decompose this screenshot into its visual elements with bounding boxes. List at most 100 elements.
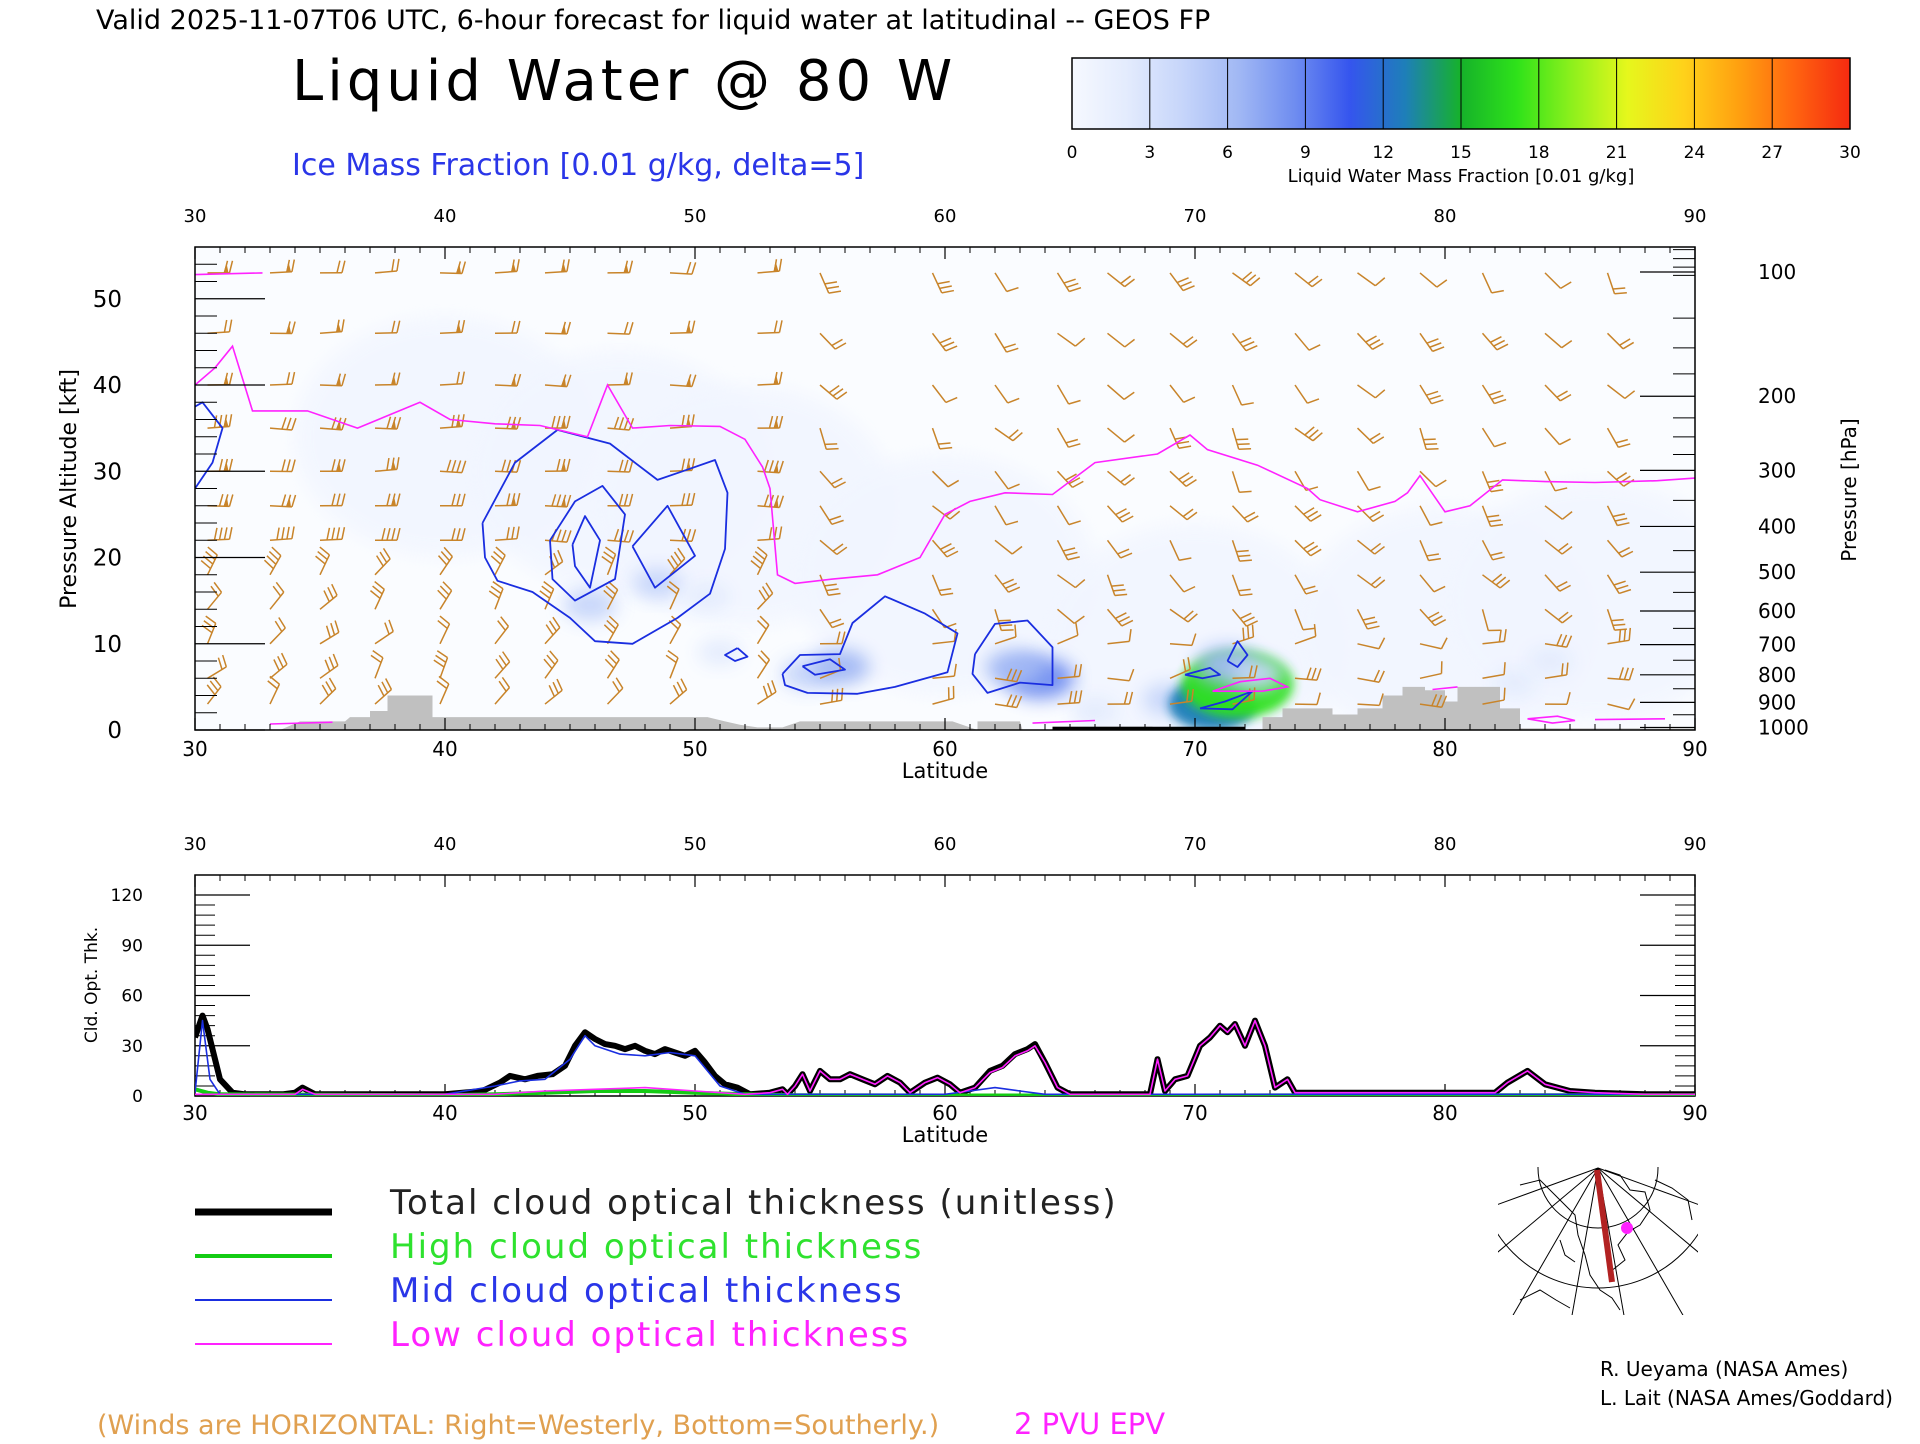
credit-2: L. Lait (NASA Ames/Goddard) — [1600, 1386, 1893, 1410]
liquid-water-blob — [1528, 648, 1572, 675]
bottom-x-tick-label: 70 — [1182, 1101, 1207, 1125]
map-marker — [1621, 1222, 1633, 1234]
legend-label-low: Low cloud optical thickness — [390, 1315, 910, 1355]
epv-label: 2 PVU EPV — [1014, 1407, 1165, 1440]
optical-thickness-panel: 30 30 40 40 50 50 60 60 70 70 80 80 90 90 0 30 60 90 120 L… — [82, 834, 1708, 1147]
legend-label-mid: Mid cloud optical thickness — [390, 1271, 904, 1311]
wind-barb-staff — [375, 333, 397, 334]
bottom-y-tick-label: 30 — [121, 1037, 143, 1057]
bottom-x-tick-label-upper: 60 — [934, 834, 957, 855]
pressure-tick-label: 600 — [1758, 599, 1796, 623]
colorbar-tick-label: 18 — [1528, 143, 1550, 163]
top-y-tick-label: 40 — [93, 373, 122, 399]
top-y-tick-label: 50 — [93, 287, 122, 313]
bottom-x-tick-label-upper: 30 — [184, 834, 207, 855]
colorbar-tick-label: 0 — [1067, 143, 1078, 163]
wind-barb-staff — [670, 505, 692, 506]
liquid-water-blob — [986, 650, 1045, 685]
credit-1: R. Ueyama (NASA Ames) — [1600, 1357, 1848, 1381]
bottom-x-tick-label-upper: 40 — [434, 834, 457, 855]
bottom-y-tick-label: 0 — [132, 1087, 143, 1107]
winds-note: (Winds are HORIZONTAL: Right=Westerly, B… — [97, 1410, 939, 1440]
top-y-tick-label: 30 — [93, 459, 122, 485]
cross-section-panel: 3030404050506060707080809090010203040501… — [57, 206, 1861, 783]
top-x-tick-label: 70 — [1182, 737, 1207, 761]
top-x-tick-label: 80 — [1432, 737, 1457, 761]
colorbar-tick-label: 6 — [1222, 143, 1233, 163]
legend: Total cloud optical thickness (unitless)… — [195, 1183, 1118, 1355]
colorbar-tick-label: 27 — [1761, 143, 1783, 163]
optical-thickness-frame — [195, 875, 1695, 1096]
wind-barb-staff — [495, 505, 517, 506]
bottom-ylabel: Cld. Opt. Thk. — [82, 927, 102, 1043]
colorbar-tick-label: 12 — [1372, 143, 1394, 163]
bottom-x-tick-label-upper: 90 — [1684, 834, 1707, 855]
top-y-tick-label: 10 — [93, 632, 122, 658]
page-title: Liquid Water @ 80 W — [292, 49, 956, 114]
epv-fragment — [1595, 719, 1665, 720]
colorbar: 0 3 6 9 12 15 18 21 24 27 30 Liquid Water Mass Fra… — [1067, 58, 1861, 187]
bottom-y-tick-label: 120 — [111, 886, 143, 906]
pressure-tick-label: 400 — [1758, 514, 1796, 538]
bottom-x-tick-label: 30 — [182, 1101, 207, 1125]
wind-barb-staff — [608, 471, 630, 472]
pressure-tick-label: 200 — [1758, 384, 1796, 408]
colorbar-label: Liquid Water Mass Fraction [0.01 g/kg] — [1288, 166, 1635, 187]
wind-barb-staff — [670, 540, 692, 541]
colorbar-tick-label: 24 — [1684, 143, 1706, 163]
pressure-tick-label: 700 — [1758, 633, 1796, 657]
legend-label-high: High cloud optical thickness — [390, 1227, 923, 1267]
top-x-tick-label-upper: 40 — [434, 206, 457, 227]
bottom-xlabel: Latitude — [902, 1123, 988, 1147]
wind-barb-staff — [270, 384, 292, 385]
valid-line: Valid 2025-11-07T06 UTC, 6-hour forecast… — [96, 5, 1210, 36]
legend-label-total: Total cloud optical thickness (unitless) — [389, 1183, 1118, 1223]
wind-barb-staff — [758, 332, 780, 333]
top-x-tick-label: 40 — [432, 737, 457, 761]
bottom-x-tick-label: 80 — [1432, 1101, 1457, 1125]
wind-barb-staff — [1233, 677, 1255, 678]
bottom-x-tick-label: 60 — [932, 1101, 957, 1125]
bottom-x-tick-label: 90 — [1682, 1101, 1707, 1125]
colorbar-tick-label: 3 — [1144, 143, 1155, 163]
pressure-tick-label: 900 — [1758, 690, 1796, 714]
colorbar-tick-label: 15 — [1450, 143, 1472, 163]
top-x-tick-label-upper: 50 — [684, 206, 707, 227]
colorbar-tick-label: 21 — [1606, 143, 1628, 163]
bottom-x-tick-label: 40 — [432, 1101, 457, 1125]
top-y-tick-label: 0 — [107, 718, 122, 744]
wind-barb-staff — [320, 539, 342, 540]
liquid-water-blob — [563, 589, 617, 621]
top-x-tick-label-upper: 80 — [1434, 206, 1457, 227]
wind-barb-staff — [495, 471, 517, 472]
top-ylabel: Pressure Altitude [kft] — [57, 369, 82, 609]
colorbar-tick-label: 9 — [1300, 143, 1311, 163]
top-y-tick-label: 20 — [93, 546, 122, 572]
colorbar-ticks: 0 3 6 9 12 15 18 21 24 27 30 — [1067, 143, 1861, 163]
colorbar-tick-label: 30 — [1839, 143, 1861, 163]
pressure-tick-label: 800 — [1758, 663, 1796, 687]
bottom-x-tick-label: 50 — [682, 1101, 707, 1125]
top-x-tick-label-upper: 30 — [184, 206, 207, 227]
pressure-tick-label: 1000 — [1758, 715, 1809, 739]
bottom-x-tick-label-upper: 70 — [1184, 834, 1207, 855]
bottom-x-tick-label-upper: 50 — [684, 834, 707, 855]
ice-subtitle: Ice Mass Fraction [0.01 g/kg, delta=5] — [292, 148, 864, 183]
pressure-tick-label: 300 — [1758, 458, 1796, 482]
pressure-tick-label: 500 — [1758, 560, 1796, 584]
top-x-tick-label: 30 — [182, 737, 207, 761]
top-x-tick-label-upper: 60 — [934, 206, 957, 227]
pressure-tick-label: 100 — [1758, 260, 1796, 284]
bottom-y-tick-label: 60 — [121, 987, 143, 1007]
bottom-x-tick-label-upper: 80 — [1434, 834, 1457, 855]
bottom-y-tick-label: 90 — [121, 936, 143, 956]
top-x-tick-label: 60 — [932, 737, 957, 761]
top-x-tick-label-upper: 90 — [1684, 206, 1707, 227]
wind-barb-staff — [440, 332, 462, 333]
wind-barb-staff — [608, 333, 630, 334]
top-xlabel: Latitude — [902, 759, 988, 783]
top-x-tick-label: 90 — [1682, 737, 1707, 761]
top-x-tick-label-upper: 70 — [1184, 206, 1207, 227]
